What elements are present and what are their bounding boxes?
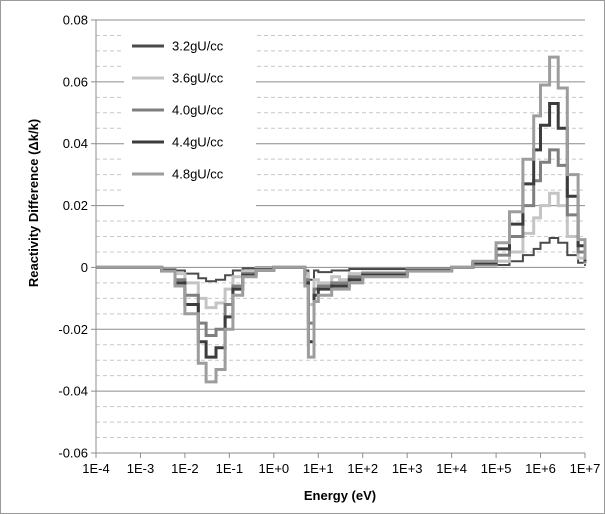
legend: 3.2gU/cc 3.6gU/cc 4.0gU/cc 4.4gU/cc 4.8gU/cc — [124, 28, 256, 218]
series-line-4-8gu-cc — [96, 55, 587, 384]
y-tick-label: 0.04 — [63, 136, 88, 151]
series-line-4-4gu-cc — [96, 102, 587, 359]
x-tick-label: 1E+0 — [258, 461, 289, 476]
series-line-4-0gu-cc — [96, 148, 587, 337]
x-tick-label: 1E+7 — [570, 461, 601, 476]
x-tick-label: 1E-1 — [216, 461, 243, 476]
x-tick-label: 1E+2 — [347, 461, 378, 476]
y-tick-label: 0 — [81, 260, 88, 275]
legend-label: 4.8gU/cc — [172, 167, 224, 182]
legend-box — [124, 28, 256, 218]
y-tick-label: 0.06 — [63, 74, 88, 89]
x-tick-label: 1E-3 — [127, 461, 154, 476]
legend-label: 4.0gU/cc — [172, 103, 224, 118]
y-tick-label: -0.06 — [58, 446, 88, 461]
y-tick-label: -0.02 — [58, 322, 88, 337]
series-line-3-2gu-cc — [96, 237, 586, 283]
x-tick-label: 1E+6 — [525, 461, 556, 476]
x-tick-label: 1E+3 — [392, 461, 423, 476]
y-axis-title: Reactivity Difference (Δk/k) — [26, 119, 41, 287]
x-tick-label: 1E+1 — [303, 461, 334, 476]
x-tick-label: 1E+5 — [481, 461, 512, 476]
x-tick-label: 1E+4 — [436, 461, 467, 476]
y-tick-label: 0.08 — [63, 13, 88, 28]
x-axis-title: Energy (eV) — [304, 488, 376, 503]
y-tick-label: 0.02 — [63, 198, 88, 213]
y-tick-label: -0.04 — [58, 384, 88, 399]
x-tick-label: 1E-2 — [171, 461, 198, 476]
legend-label: 3.6gU/cc — [172, 71, 224, 86]
series-layer — [96, 55, 587, 384]
legend-label: 3.2gU/cc — [172, 39, 224, 54]
legend-label: 4.4gU/cc — [172, 135, 224, 150]
x-tick-label: 1E-4 — [82, 461, 109, 476]
